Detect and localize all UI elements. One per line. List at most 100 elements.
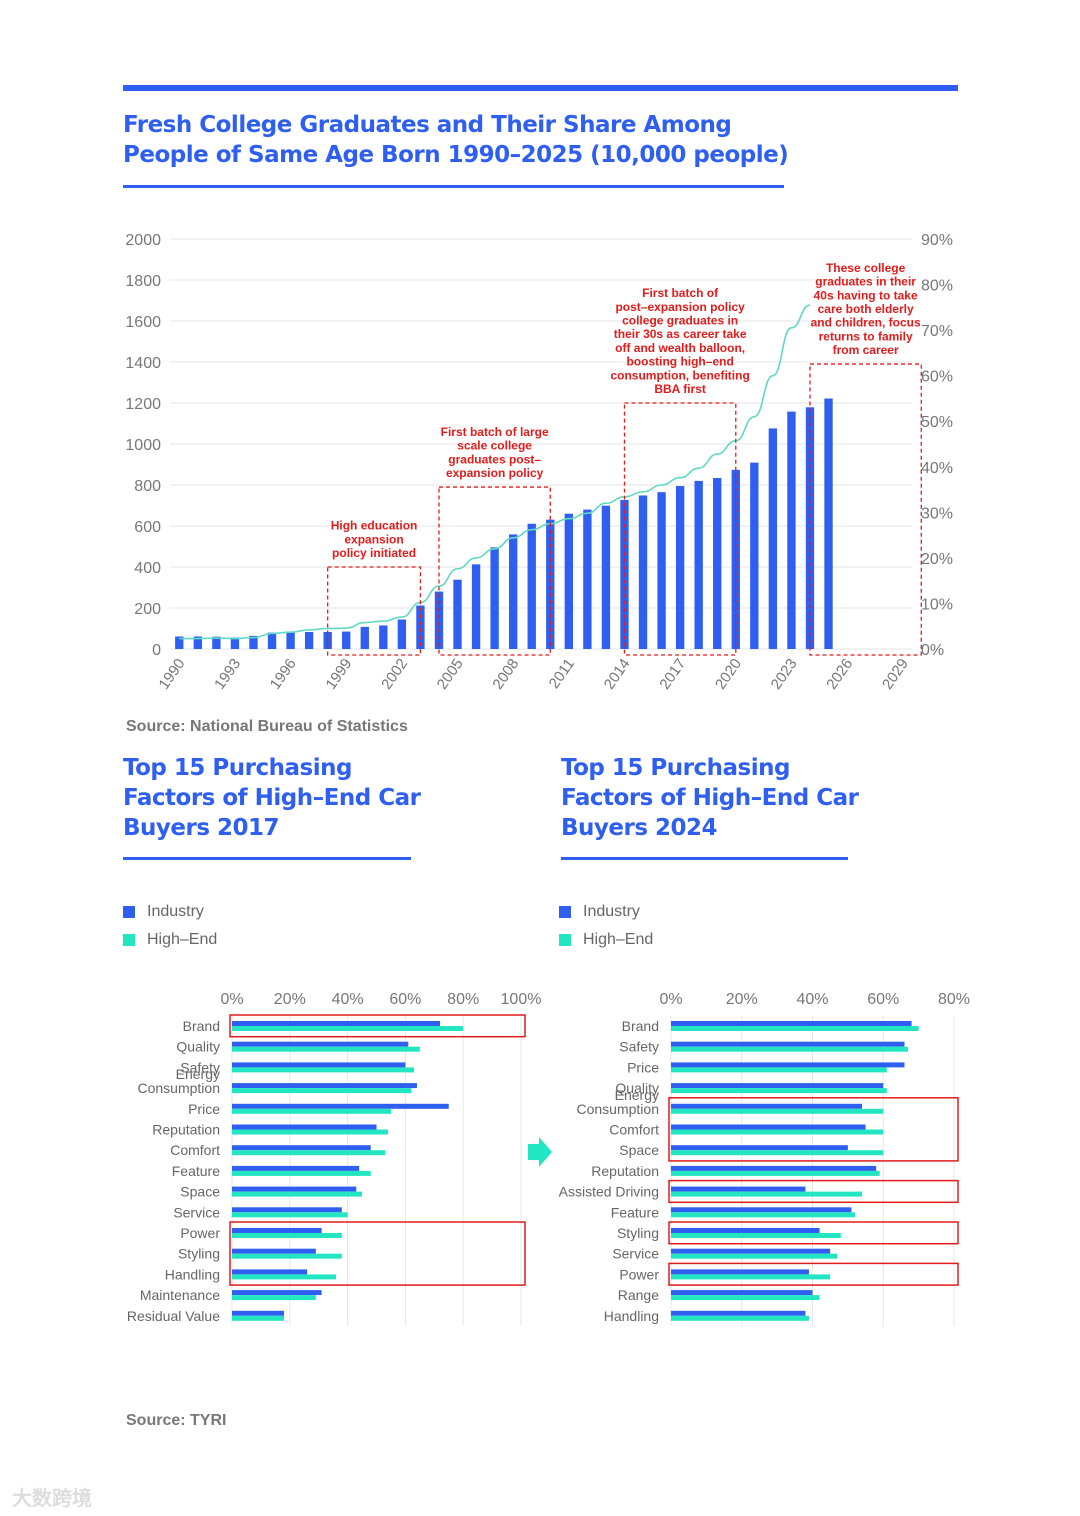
- y2-tick-label: 30%: [921, 505, 953, 522]
- highend-bar: [671, 1108, 884, 1114]
- graduates-bar: [286, 631, 295, 649]
- y-tick-label: 0: [152, 642, 161, 659]
- industry-bar: [671, 1290, 813, 1296]
- category-label: Power: [619, 1266, 659, 1282]
- graduates-bar: [546, 519, 555, 649]
- highend-bar: [232, 1274, 337, 1280]
- industry-bar: [232, 1228, 322, 1233]
- graduates-bar: [360, 626, 369, 649]
- industry-bar: [232, 1290, 322, 1296]
- y2-tick-label: 90%: [921, 232, 953, 249]
- legend-highend: High–End: [123, 926, 217, 954]
- highlight-box: [229, 1014, 526, 1038]
- graduates-bar: [434, 591, 444, 649]
- legend-label-industry: Industry: [583, 903, 640, 920]
- right-legend: Industry High–End: [559, 898, 653, 954]
- graduates-bar: [230, 637, 240, 649]
- annotation-text: expansion policy: [446, 466, 544, 480]
- annotation-text: BBA first: [654, 382, 706, 396]
- industry-bar: [232, 1062, 406, 1068]
- x-tick-label: 0%: [659, 991, 682, 1008]
- industry-bar: [671, 1165, 877, 1171]
- highend-bar: [671, 1315, 809, 1321]
- y2-tick-label: 0%: [921, 642, 944, 659]
- watermark: 大数跨境: [12, 1488, 92, 1510]
- main-title-underline: [123, 185, 784, 188]
- annotation-text: boosting high–end: [626, 355, 733, 369]
- highlight-box: [668, 1179, 959, 1204]
- category-label: Reputation: [152, 1122, 220, 1138]
- highend-bar: [671, 1088, 887, 1094]
- highend-bar: [232, 1212, 348, 1218]
- category-label: Comfort: [170, 1142, 220, 1158]
- y2-tick-label: 20%: [921, 551, 953, 568]
- highlight-box: [668, 1262, 959, 1286]
- category-label: Price: [188, 1101, 220, 1117]
- x-tick-label: 100%: [501, 991, 542, 1008]
- graduates-bar: [750, 462, 759, 649]
- highend-bar: [671, 1067, 887, 1073]
- highend-bar: [671, 1295, 820, 1301]
- category-label: Safety: [180, 1059, 220, 1075]
- highend-bar: [232, 1129, 389, 1135]
- category-label: Comfort: [609, 1122, 659, 1138]
- legend-industry: Industry: [123, 898, 217, 926]
- legend-highend: High–End: [559, 926, 653, 954]
- category-label: Range: [618, 1287, 659, 1303]
- category-label: Handling: [604, 1308, 659, 1324]
- annotation-text: policy initiated: [332, 546, 416, 560]
- graduates-bar: [379, 625, 388, 649]
- legend-industry: Industry: [559, 898, 653, 926]
- industry-bar: [671, 1062, 905, 1068]
- graduates-bar: [342, 631, 351, 649]
- industry-bar: [232, 1248, 316, 1254]
- industry-bar: [232, 1207, 342, 1213]
- highend-bar: [232, 1046, 420, 1052]
- industry-bar: [232, 1103, 449, 1109]
- top-accent-bar: [123, 85, 958, 91]
- annotation-text: These college: [826, 261, 906, 275]
- graduates-bar: [267, 632, 277, 649]
- annotation-text: graduates in their: [815, 275, 916, 289]
- annotation-text: and children, focus: [811, 316, 921, 330]
- highlight-box: [229, 1221, 526, 1286]
- highend-bar: [671, 1212, 855, 1218]
- category-label: Quality: [176, 1039, 220, 1055]
- y-tick-label: 2000: [125, 232, 161, 249]
- y2-tick-label: 40%: [921, 460, 953, 477]
- industry-bar: [232, 1021, 441, 1026]
- highlight-box: [668, 1221, 959, 1245]
- x-tick-label: 80%: [938, 991, 970, 1008]
- y-tick-label: 1800: [125, 273, 161, 290]
- left-legend: Industry High–End: [123, 898, 217, 954]
- y-tick-label: 1600: [125, 314, 161, 331]
- highend-bar: [232, 1233, 342, 1238]
- graduates-bar: [601, 505, 611, 649]
- graduates-bar: [694, 480, 703, 649]
- industry-bar: [232, 1083, 417, 1089]
- share-line: [179, 304, 811, 640]
- annotation-text: 40s having to take: [814, 288, 918, 302]
- category-label: Assisted Driving: [559, 1184, 659, 1200]
- legend-swatch-highend: [559, 934, 571, 946]
- annotation-text: returns to family: [819, 329, 913, 343]
- graduates-bar: [527, 523, 536, 649]
- industry-bar: [232, 1124, 377, 1130]
- graduates-bar: [304, 631, 314, 649]
- graduates-bar: [638, 495, 648, 649]
- legend-label-industry: Industry: [147, 903, 204, 920]
- category-label: Reputation: [591, 1163, 659, 1179]
- industry-bar: [232, 1145, 371, 1151]
- category-label: Energy: [176, 1066, 220, 1082]
- industry-bar: [671, 1124, 866, 1130]
- highend-bar: [232, 1108, 391, 1114]
- category-label: Space: [619, 1142, 659, 1158]
- industry-bar: [232, 1041, 409, 1047]
- annotation-text: graduates post–: [448, 452, 541, 466]
- y-tick-label: 600: [134, 519, 161, 536]
- industry-bar: [671, 1021, 912, 1026]
- highend-bar: [232, 1170, 371, 1176]
- y2-tick-label: 70%: [921, 323, 953, 340]
